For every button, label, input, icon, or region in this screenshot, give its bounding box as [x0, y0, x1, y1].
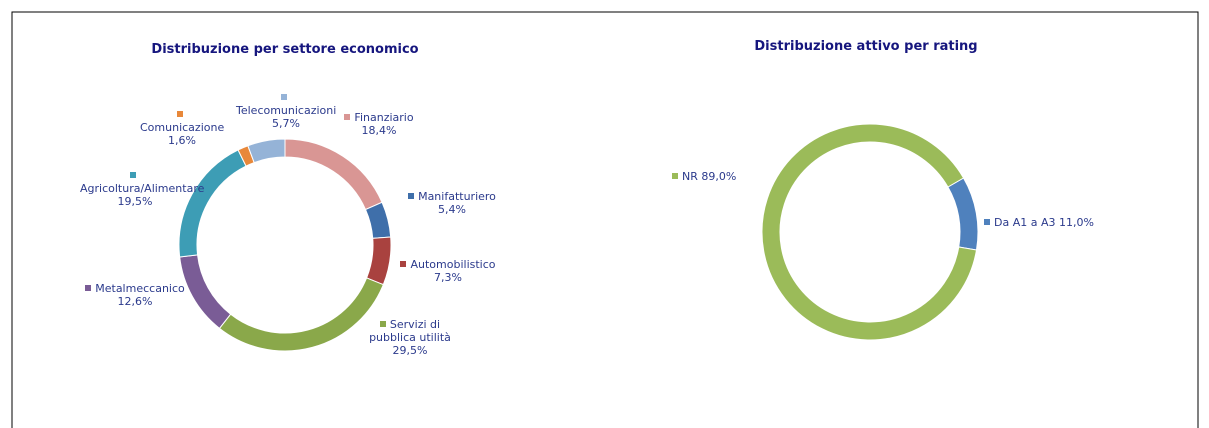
frame — [11, 11, 1199, 428]
legend-swatch — [672, 173, 678, 179]
legend-swatch — [85, 285, 92, 291]
data-label: Da A1 a A3 11,0% — [984, 216, 1154, 229]
value-label: 29,5% — [392, 344, 428, 357]
legend-swatch — [379, 321, 386, 327]
data-label: Telecomunicazioni 5,7% — [236, 91, 336, 130]
data-label: Metalmeccanico 12,6% — [85, 282, 185, 308]
value-label: 19,5% — [117, 195, 153, 208]
data-label: Comunicazione 1,6% — [140, 108, 224, 147]
donut-segment — [284, 138, 383, 211]
value-label: 1,6% — [168, 134, 196, 147]
donut-segment — [761, 123, 978, 341]
donut-segment — [247, 138, 286, 164]
legend-swatch — [984, 219, 990, 225]
category-label: Finanziario — [354, 111, 414, 124]
chart-title: Distribuzione per settore economico — [151, 42, 418, 57]
category-label: Da A1 a A3 — [994, 216, 1056, 229]
category-label: Metalmeccanico — [95, 282, 185, 295]
value-label: 18,4% — [361, 124, 397, 137]
value-label: 11,0% — [1059, 216, 1094, 229]
data-label: Agricoltura/Alimentare 19,5% — [80, 169, 204, 208]
category-label: Servizi di pubblica utilità — [369, 318, 451, 344]
category-label: NR — [682, 170, 698, 183]
data-label: NR 89,0% — [672, 170, 792, 183]
donut-segment — [947, 177, 979, 251]
value-label: 5,4% — [438, 203, 466, 216]
category-label: Automobilistico — [410, 258, 496, 271]
legend-swatch — [281, 94, 287, 100]
donut-segment — [364, 201, 392, 239]
category-label: Agricoltura/Alimentare — [80, 182, 205, 195]
value-label: 89,0% — [701, 170, 737, 183]
category-label: Telecomunicazioni — [236, 104, 337, 117]
value-label: 12,6% — [117, 295, 153, 308]
data-label: Automobilistico 7,3% — [398, 258, 498, 284]
legend-swatch — [400, 261, 407, 267]
chart-title: Distribuzione attivo per rating — [754, 39, 977, 54]
donut-segment — [179, 254, 232, 330]
donut-segment — [218, 277, 384, 352]
legend-swatch — [408, 193, 415, 199]
value-label: 7,3% — [434, 271, 462, 284]
value-label: 5,7% — [272, 117, 300, 130]
data-label: Servizi di pubblica utilità 29,5% — [368, 318, 452, 357]
category-label: Comunicazione — [140, 121, 225, 134]
data-label: Finanziario 18,4% — [340, 111, 418, 137]
donut-segment — [365, 236, 392, 286]
legend-swatch — [344, 114, 351, 120]
legend-swatch — [177, 111, 183, 117]
data-label: Manifatturiero 5,4% — [402, 190, 502, 216]
legend-swatch — [130, 172, 136, 178]
category-label: Manifatturiero — [418, 190, 496, 203]
